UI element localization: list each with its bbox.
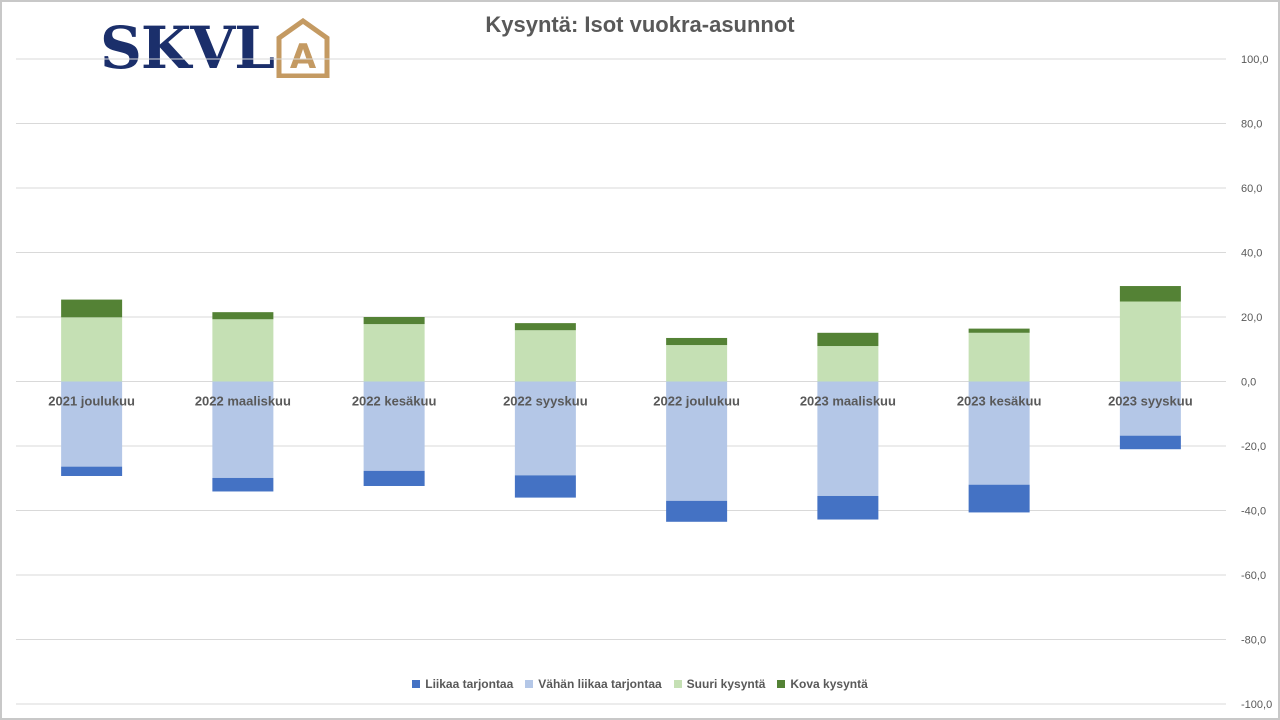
- legend-item: Kova kysyntä: [777, 677, 868, 691]
- y-tick-label: -40,0: [1241, 506, 1266, 518]
- bar-segment-liikaa-tarjontaa: [666, 500, 728, 522]
- y-tick-label: -60,0: [1241, 570, 1266, 582]
- legend-swatch: [777, 680, 786, 688]
- bar-segment-kova-kysynta: [666, 337, 728, 346]
- chart-legend: Liikaa tarjontaa Vähän liikaa tarjontaa Su…: [0, 677, 1280, 691]
- bar-segment-liikaa-tarjontaa: [817, 495, 879, 520]
- x-category-label: 2022 kesäkuu: [352, 394, 437, 409]
- logo-text: SKVL: [100, 14, 275, 82]
- bar-segment-suuri-kysynta: [514, 330, 576, 382]
- bar-segment-vahan-liikaa-tarjontaa: [817, 381, 879, 496]
- y-tick-label: -80,0: [1241, 635, 1266, 647]
- bar-segment-liikaa-tarjontaa: [212, 477, 274, 492]
- bar-segment-suuri-kysynta: [817, 346, 879, 382]
- y-tick-label: 0,0: [1241, 377, 1256, 389]
- bar-segment-vahan-liikaa-tarjontaa: [514, 381, 576, 476]
- bar-segment-suuri-kysynta: [61, 317, 123, 382]
- x-category-label: 2022 joulukuu: [653, 394, 740, 409]
- x-category-label: 2023 maaliskuu: [800, 394, 896, 409]
- legend-label: Vähän liikaa tarjontaa: [538, 677, 662, 691]
- legend-swatch: [412, 680, 421, 688]
- legend-label: Liikaa tarjontaa: [425, 677, 514, 691]
- bar-segment-vahan-liikaa-tarjontaa: [61, 381, 123, 467]
- y-tick-label: 100,0: [1241, 54, 1269, 66]
- y-tick-label: 60,0: [1241, 183, 1262, 195]
- bar-segment-vahan-liikaa-tarjontaa: [666, 381, 728, 501]
- y-tick-label: 80,0: [1241, 119, 1262, 131]
- bar-segment-vahan-liikaa-tarjontaa: [212, 381, 274, 478]
- house-logo-icon: A: [276, 18, 330, 78]
- bar-segment-suuri-kysynta: [1119, 301, 1181, 382]
- bar-segment-suuri-kysynta: [968, 332, 1030, 382]
- bar-segment-vahan-liikaa-tarjontaa: [363, 381, 425, 471]
- logo-mark-letter: A: [290, 37, 317, 77]
- bar-segment-kova-kysynta: [514, 323, 576, 331]
- y-tick-label: -20,0: [1241, 441, 1266, 453]
- bar-segment-suuri-kysynta: [363, 324, 425, 382]
- legend-label: Suuri kysyntä: [686, 677, 766, 691]
- legend-item: Vähän liikaa tarjontaa: [525, 677, 662, 691]
- y-tick-label: 40,0: [1241, 248, 1262, 260]
- legend-item: Liikaa tarjontaa: [412, 677, 513, 691]
- bar-segment-suuri-kysynta: [666, 345, 728, 382]
- bar-segment-suuri-kysynta: [212, 319, 274, 382]
- bar-segment-liikaa-tarjontaa: [363, 470, 425, 486]
- bar-segment-vahan-liikaa-tarjontaa: [1119, 381, 1181, 436]
- legend-item: Suuri kysyntä: [673, 677, 766, 691]
- bar-segment-kova-kysynta: [817, 332, 879, 347]
- legend-swatch: [525, 680, 534, 688]
- bar-segment-kova-kysynta: [363, 317, 425, 325]
- x-category-label: 2023 kesäkuu: [957, 394, 1042, 409]
- bar-segment-liikaa-tarjontaa: [514, 475, 576, 498]
- bar-segment-liikaa-tarjontaa: [968, 484, 1030, 513]
- chart-title: Kysyntä: Isot vuokra-asunnot: [485, 12, 795, 37]
- y-tick-label: 20,0: [1241, 312, 1262, 324]
- bar-segment-kova-kysynta: [1119, 286, 1181, 302]
- bar-segment-vahan-liikaa-tarjontaa: [968, 381, 1030, 485]
- legend-swatch: [673, 680, 682, 688]
- legend-label: Kova kysyntä: [790, 677, 868, 691]
- bar-segment-kova-kysynta: [212, 312, 274, 320]
- x-category-label: 2023 syyskuu: [1108, 394, 1193, 409]
- y-tick-label: -100,0: [1241, 699, 1272, 711]
- bar-segment-liikaa-tarjontaa: [1119, 435, 1181, 450]
- x-category-label: 2022 maaliskuu: [195, 394, 291, 409]
- x-category-label: 2022 syyskuu: [503, 394, 588, 409]
- bar-segment-kova-kysynta: [61, 299, 123, 318]
- skvl-logo: SKVL A: [100, 16, 332, 80]
- x-category-label: 2021 joulukuu: [48, 394, 135, 409]
- bar-segment-liikaa-tarjontaa: [61, 466, 123, 476]
- bar-segment-kova-kysynta: [968, 328, 1030, 333]
